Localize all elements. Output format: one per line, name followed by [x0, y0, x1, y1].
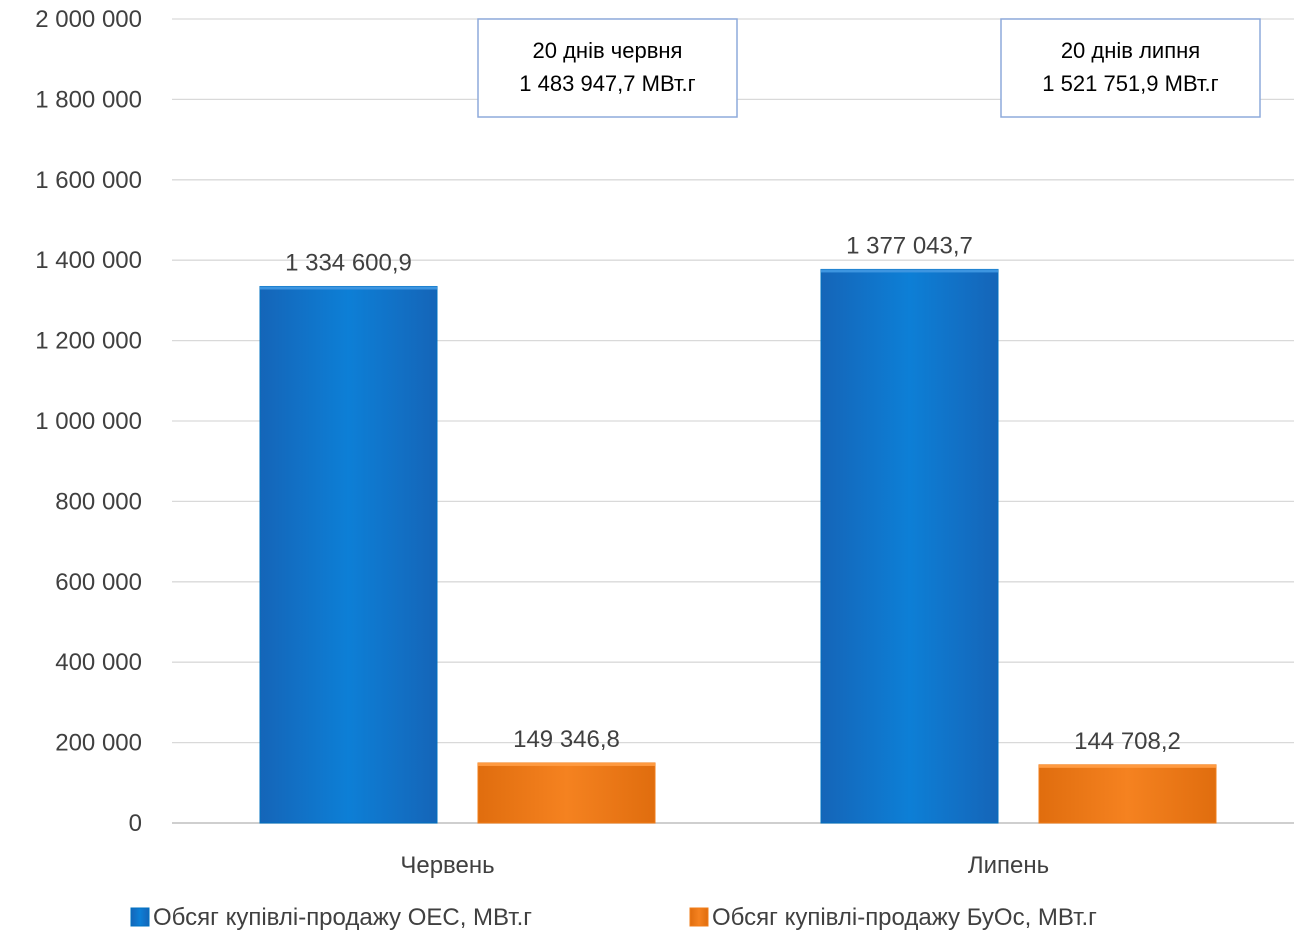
legend-item: Обсяг купівлі-продажу ОЕС, МВт.г — [130, 904, 532, 931]
annotations: 20 днів червня 1 483 947,7 МВт.г 20 днів л… — [477, 18, 1261, 118]
x-category-label: Липень — [968, 852, 1049, 879]
bar-top-edge — [260, 286, 437, 290]
data-label: 149 346,8 — [513, 726, 620, 753]
y-tick-label: 1 400 000 — [35, 247, 142, 274]
bar-top-edge — [478, 762, 655, 766]
bar-липень-series-2 — [1038, 764, 1217, 824]
legend-swatch — [130, 907, 150, 927]
bar-червень-series-2 — [477, 762, 656, 824]
bar-червень-series-1 — [259, 285, 438, 824]
data-label: 144 708,2 — [1074, 728, 1181, 755]
y-tick-label: 1 600 000 — [35, 167, 142, 194]
bars — [259, 268, 1217, 824]
y-tick-label: 200 000 — [55, 730, 142, 757]
annotation-text: 20 днів липня — [1061, 38, 1200, 63]
annotation-box: 20 днів червня 1 483 947,7 МВт.г — [477, 18, 738, 118]
y-tick-label: 600 000 — [55, 569, 142, 596]
x-category-label: Червень — [400, 852, 494, 879]
x-axis-categories: Червень Липень — [400, 852, 1049, 879]
data-label: 1 334 600,9 — [285, 249, 412, 276]
y-tick-label: 0 — [129, 810, 142, 837]
y-tick-label: 2 000 000 — [35, 6, 142, 33]
bar-top-edge — [1039, 764, 1216, 768]
annotation-text: 1 521 751,9 МВт.г — [1042, 71, 1218, 96]
y-axis-ticks: 0 200 000 400 000 600 000 800 000 1 000 000 1 … — [35, 6, 142, 837]
annotation-frame — [477, 18, 738, 118]
annotation-text: 1 483 947,7 МВт.г — [519, 71, 695, 96]
y-tick-label: 1 200 000 — [35, 328, 142, 355]
legend-item: Обсяг купівлі-продажу БуОс, МВт.г — [689, 904, 1097, 931]
legend-label: Обсяг купівлі-продажу БуОс, МВт.г — [712, 904, 1097, 931]
annotation-text: 20 днів червня — [533, 38, 683, 63]
annotation-frame — [1000, 18, 1261, 118]
legend-swatch — [689, 907, 709, 927]
data-label: 1 377 043,7 — [846, 232, 973, 259]
y-tick-label: 800 000 — [55, 488, 142, 515]
legend: Обсяг купівлі-продажу ОЕС, МВт.г Обсяг ку… — [130, 904, 1097, 931]
y-tick-label: 400 000 — [55, 649, 142, 676]
y-tick-label: 1 800 000 — [35, 86, 142, 113]
y-tick-label: 1 000 000 — [35, 408, 142, 435]
annotation-box: 20 днів липня 1 521 751,9 МВт.г — [1000, 18, 1261, 118]
bar-липень-series-1 — [820, 268, 999, 824]
legend-label: Обсяг купівлі-продажу ОЕС, МВт.г — [153, 904, 532, 931]
bar-top-edge — [821, 269, 998, 273]
data-labels: 1 334 600,9 149 346,8 1 377 043,7 144 708,2 — [285, 232, 1181, 754]
